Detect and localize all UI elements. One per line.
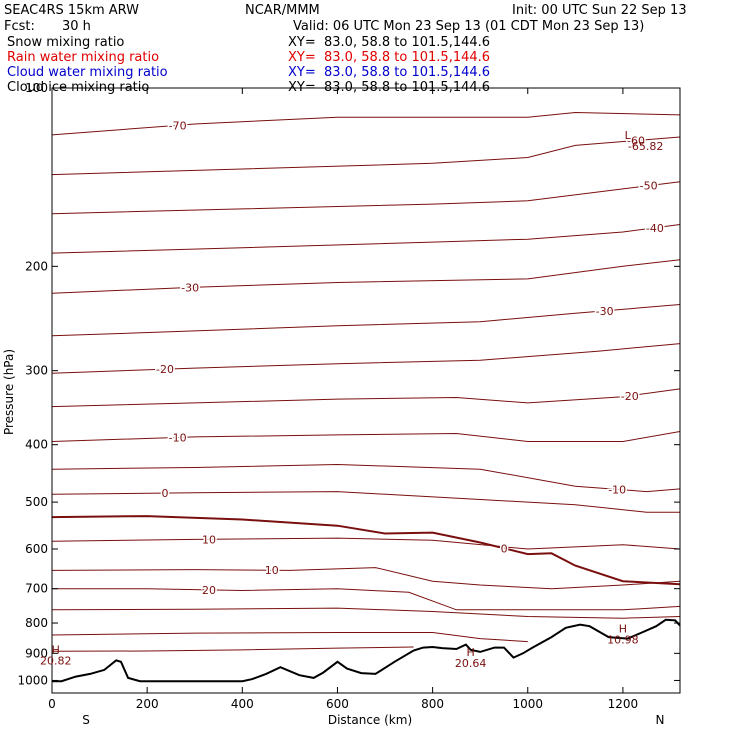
isotherm-line — [51, 224, 681, 254]
isotherm-label: -20 — [621, 390, 639, 403]
isotherm-line — [51, 304, 681, 337]
field-cloud-water: Cloud water mixing ratio — [7, 65, 168, 80]
isotherm-line — [51, 491, 680, 513]
isotherm-layer — [51, 111, 681, 652]
extremum-value: -65.82 — [628, 140, 663, 153]
y-tick-label: 200 — [25, 259, 48, 273]
isotherm-label: -40 — [646, 222, 664, 235]
isotherm-label: -70 — [169, 119, 187, 132]
y-tick-label: 400 — [25, 438, 48, 452]
isotherm-line — [51, 537, 681, 550]
isotherm-line — [51, 646, 414, 652]
isotherm-label: 20 — [202, 584, 216, 597]
isotherm-line — [51, 343, 681, 374]
model-title: SEAC4RS 15km ARW — [4, 3, 140, 18]
isotherm-line — [52, 588, 681, 611]
x-tick-label: 800 — [421, 697, 444, 711]
isotherm-line — [51, 567, 681, 590]
extremum-marker: H — [52, 643, 60, 656]
extremum-marker: L — [625, 129, 632, 142]
isotherm-line — [51, 111, 681, 136]
isotherm-label: -50 — [640, 180, 658, 193]
field-snow: Snow mixing ratio — [7, 35, 125, 50]
isotherm-line — [51, 463, 681, 493]
org-label: NCAR/MMM — [245, 3, 320, 18]
y-tick-label: 800 — [25, 616, 48, 630]
extremum-value: 20.82 — [40, 654, 72, 667]
isotherm-line — [51, 607, 681, 619]
isotherm-label: 0 — [162, 487, 169, 500]
x-tick-label: 1200 — [608, 697, 639, 711]
isotherm-label: -60 — [627, 135, 645, 148]
isotherm-line — [51, 388, 681, 408]
terrain-line — [52, 618, 681, 683]
forecast-hours: 30 h — [62, 19, 91, 34]
y-tick-label: 100 — [25, 81, 48, 95]
extremum-marker: H — [467, 646, 475, 659]
y-axis-title: Pressure (hPa) — [2, 349, 16, 435]
isotherm-label: -30 — [181, 282, 199, 295]
isotherm-label: -20 — [156, 363, 174, 376]
valid-time: Valid: 06 UTC Mon 23 Sep 13 (01 CDT Mon … — [293, 19, 645, 34]
y-tick-label: 600 — [25, 542, 48, 556]
isotherm-line — [51, 181, 681, 215]
isotherm-line — [51, 259, 681, 294]
isotherm-label: -10 — [169, 431, 187, 444]
forecast-label: Fcst: — [4, 19, 35, 34]
isotherm-label: 10 — [265, 564, 279, 577]
x-tick-label: 0 — [48, 697, 56, 711]
x-tick-label: 600 — [326, 697, 349, 711]
plot-frame — [51, 87, 681, 694]
field-snow-xy: XY= 83.0, 58.8 to 101.5,144.6 — [288, 35, 491, 50]
extremum-value: 10.98 — [607, 634, 639, 647]
field-rain-xy: XY= 83.0, 58.8 to 101.5,144.6 — [288, 50, 491, 65]
isotherm-label: -10 — [608, 483, 626, 496]
x-axis-title: Distance (km) — [328, 713, 412, 727]
y-tick-label: 500 — [25, 495, 48, 509]
extremum-value: 20.64 — [455, 657, 487, 670]
init-time: Init: 00 UTC Sun 22 Sep 13 — [512, 3, 687, 18]
x-tick-label: 400 — [231, 697, 254, 711]
isotherm-line — [51, 632, 528, 643]
terrain-layer — [52, 618, 681, 683]
field-cloud-water-xy: XY= 83.0, 58.8 to 101.5,144.6 — [288, 65, 491, 80]
isotherm-line — [51, 515, 681, 586]
x-tick-label: 200 — [136, 697, 159, 711]
field-rain: Rain water mixing ratio — [7, 50, 160, 65]
y-tick-label: 300 — [25, 364, 48, 378]
contour-label-layer: -70 -60 -50 -40 -30 -30 -20 -20 -10 -10 0 0 10 10 20 L-… — [40, 118, 665, 670]
x-end-right: N — [656, 713, 665, 727]
isotherm-label: 10 — [202, 533, 216, 546]
isotherm-label: -30 — [596, 305, 614, 318]
y-tick-label: 900 — [25, 646, 48, 660]
isotherm-line — [51, 136, 681, 176]
isotherm-label: 0 — [501, 542, 508, 555]
x-tick-label: 1000 — [512, 697, 543, 711]
isotherm-line — [51, 431, 681, 442]
y-tick-label: 1000 — [17, 673, 48, 687]
y-tick-label: 700 — [25, 582, 48, 596]
extremum-marker: H — [619, 623, 627, 636]
x-end-left: S — [82, 713, 90, 727]
